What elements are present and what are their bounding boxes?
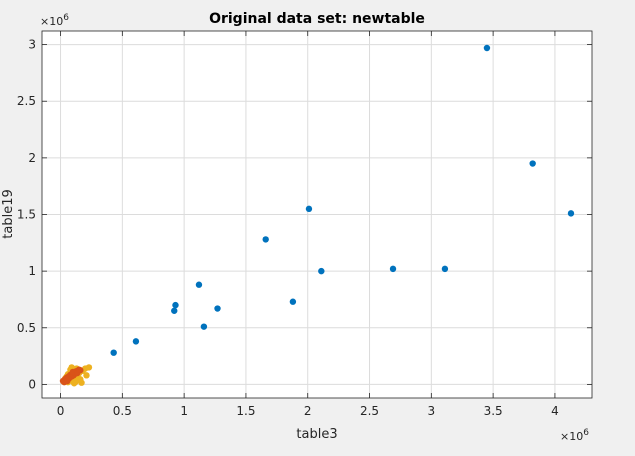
data-point (567, 210, 575, 217)
x-tick-label: 1 (180, 404, 188, 418)
grid (42, 31, 592, 398)
data-point (214, 305, 221, 312)
y-axis-label: table19 (1, 189, 16, 238)
ticks: 0 0.5 1 1.5 2 2.5 3 3.5 4 0 0.5 1 1.5 2 2.5 3 (17, 31, 592, 418)
x-tick-label: 2 (304, 404, 312, 418)
data-points (59, 44, 575, 387)
data-point (195, 281, 203, 288)
x-tick-label: 3.5 (484, 404, 503, 418)
data-point (132, 338, 140, 345)
data-point (83, 372, 90, 379)
x-tick-label: 1.5 (236, 404, 255, 418)
data-point (110, 349, 117, 356)
data-point (441, 265, 449, 273)
y-tick-label: 2 (28, 151, 36, 165)
data-point (171, 307, 178, 314)
x-tick-label: 3 (428, 404, 436, 418)
y-tick-label: 1 (28, 264, 36, 278)
chart-title: Original data set: newtable (209, 11, 425, 27)
data-point (64, 377, 71, 385)
y-tick-label: 3 (28, 38, 36, 52)
y-tick-label: 0 (28, 377, 36, 391)
data-point (262, 236, 269, 243)
data-point (305, 205, 313, 213)
data-point (389, 265, 397, 273)
y-tick-label: 0.5 (17, 321, 36, 335)
y-tick-label: 2.5 (17, 94, 36, 108)
data-point (483, 44, 491, 52)
data-point (75, 366, 83, 373)
x-axis-label: table3 (296, 427, 337, 442)
x-tick-label: 4 (551, 404, 559, 418)
data-point (529, 160, 536, 167)
y-tick-label: 1.5 (17, 208, 36, 222)
data-point (200, 323, 208, 330)
data-point (289, 298, 297, 305)
y-exponent-label: ×106 (40, 13, 69, 28)
x-tick-label: 0 (57, 404, 65, 418)
data-point (172, 301, 179, 309)
data-point (77, 376, 84, 383)
data-point (318, 267, 325, 275)
data-point (85, 364, 93, 371)
x-exponent-label: ×106 (560, 428, 589, 443)
x-tick-label: 0.5 (113, 404, 132, 418)
x-tick-label: 2.5 (360, 404, 379, 418)
